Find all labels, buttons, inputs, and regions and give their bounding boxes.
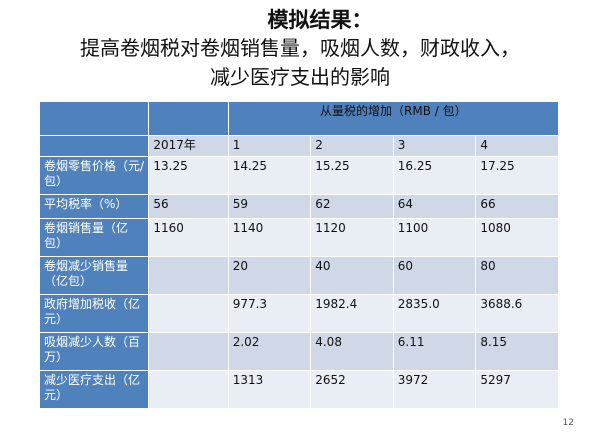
table-cell — [148, 332, 229, 371]
table-cell: 1313 — [227, 370, 312, 409]
table-cell: 20 — [227, 256, 312, 295]
table-cell: 2.02 — [227, 332, 312, 371]
column-header: 3 — [392, 135, 477, 157]
table-row: 卷烟销售量（亿包） 1160 1140 1120 1100 1080 — [38, 218, 559, 257]
table-cell: 66 — [475, 194, 559, 219]
simulation-table: 从量税的增加（RMB / 包） 2017年 1 2 3 4 卷烟零售价格（元/包… — [38, 101, 560, 409]
table-cell: 3972 — [392, 370, 477, 409]
table-cell: 60 — [392, 256, 477, 295]
table-cell: 64 — [392, 194, 477, 219]
column-header: 2017年 — [148, 135, 229, 157]
table-cell — [148, 294, 229, 333]
table-column-row: 2017年 1 2 3 4 — [38, 135, 559, 157]
table-header-row: 从量税的增加（RMB / 包） — [38, 101, 560, 136]
table-cell: 1982.4 — [310, 294, 394, 333]
table-cell — [148, 370, 229, 409]
table-cell: 1080 — [475, 218, 559, 257]
table-row: 减少医疗支出（亿元） 1313 2652 3972 5297 — [38, 370, 559, 409]
row-label: 政府增加税收（亿元） — [38, 294, 150, 333]
table-row: 吸烟减少人数（百万） 2.02 4.08 6.11 8.15 — [38, 332, 559, 371]
table-cell: 80 — [475, 256, 559, 295]
table-cell: 3688.6 — [475, 294, 559, 333]
table-cell: 1100 — [392, 218, 477, 257]
table-cell: 1140 — [227, 218, 312, 257]
page-number: 12 — [562, 418, 574, 428]
header-empty-cell-2 — [148, 101, 229, 136]
slide-title: 模拟结果： 提高卷烟税对卷烟销售量，吸烟人数，财政收入， 减少医疗支出的影响 — [0, 6, 600, 92]
title-line-3: 减少医疗支出的影响 — [210, 65, 390, 89]
table-cell: 14.25 — [227, 156, 312, 195]
table-cell: 16.25 — [392, 156, 477, 195]
table-cell: 2652 — [310, 370, 394, 409]
column-header: 1 — [227, 135, 312, 157]
title-line-1: 模拟结果： — [267, 8, 373, 32]
table-cell: 56 — [148, 194, 229, 219]
table-cell: 6.11 — [392, 332, 477, 371]
row-label: 减少医疗支出（亿元） — [38, 370, 150, 409]
row-label: 吸烟减少人数（百万） — [38, 332, 150, 371]
table-row: 卷烟减少销售量（亿包） 20 40 60 80 — [38, 256, 559, 295]
table-cell: 40 — [310, 256, 394, 295]
row-label: 卷烟减少销售量（亿包） — [38, 256, 150, 295]
table-cell: 59 — [227, 194, 312, 219]
column-header: 4 — [475, 135, 559, 157]
table-cell: 17.25 — [475, 156, 559, 195]
table-cell: 15.25 — [310, 156, 394, 195]
header-tax-increase: 从量税的增加（RMB / 包） — [227, 101, 560, 136]
table-cell: 1120 — [310, 218, 394, 257]
table-row: 政府增加税收（亿元） 977.3 1982.4 2835.0 3688.6 — [38, 294, 559, 333]
table-cell: 2835.0 — [392, 294, 477, 333]
header-empty-cell-1 — [38, 101, 150, 136]
column-row-label — [38, 135, 150, 157]
table-cell: 8.15 — [475, 332, 559, 371]
table-row: 平均税率（%） 56 59 62 64 66 — [38, 194, 559, 219]
table-cell: 62 — [310, 194, 394, 219]
table-row: 卷烟零售价格（元/包） 13.25 14.25 15.25 16.25 17.2… — [38, 156, 559, 195]
row-label: 平均税率（%） — [38, 194, 150, 219]
title-line-2: 提高卷烟税对卷烟销售量，吸烟人数，财政收入， — [80, 36, 520, 60]
row-label: 卷烟销售量（亿包） — [38, 218, 150, 257]
table-cell: 4.08 — [310, 332, 394, 371]
table-cell: 1160 — [148, 218, 229, 257]
column-header: 2 — [310, 135, 394, 157]
row-label: 卷烟零售价格（元/包） — [38, 156, 150, 195]
table-cell — [148, 256, 229, 295]
table-cell: 13.25 — [148, 156, 229, 195]
table-cell: 977.3 — [227, 294, 312, 333]
table-cell: 5297 — [475, 370, 559, 409]
